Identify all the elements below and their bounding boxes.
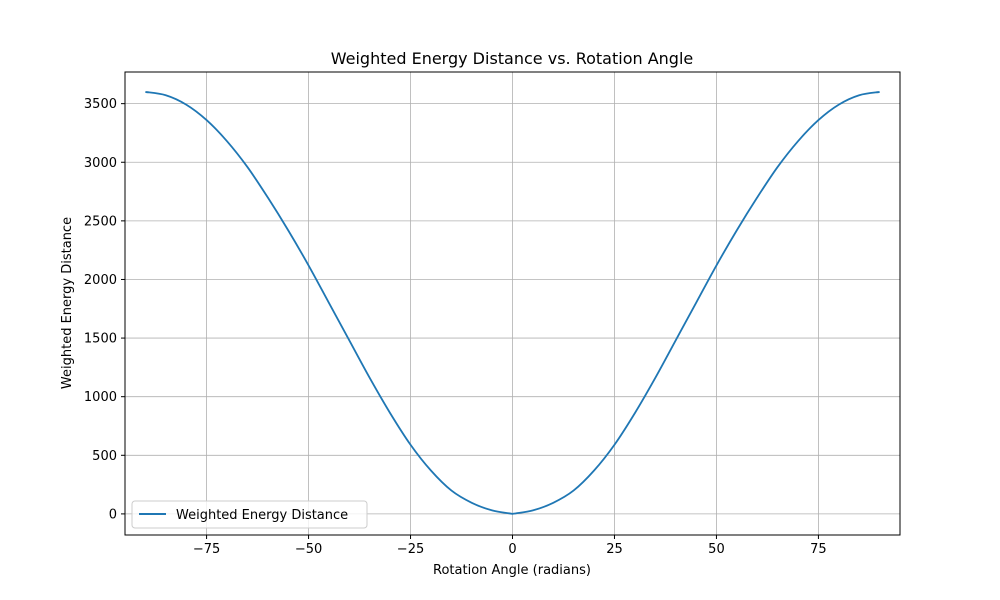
y-tick-label: 0: [109, 507, 117, 522]
y-tick-label: 2000: [84, 273, 117, 288]
y-tick-label: 3500: [84, 97, 117, 112]
y-tick-label: 500: [92, 449, 117, 464]
series-group: [145, 91, 880, 515]
x-tick-label: 75: [810, 542, 827, 557]
x-tick-label: 25: [606, 542, 623, 557]
y-tick-label: 1000: [84, 390, 117, 405]
x-tick-label: −75: [193, 542, 220, 557]
x-tick-label: −25: [397, 542, 424, 557]
x-tick-label: 50: [708, 542, 725, 557]
y-axis-label: Weighted Energy Distance: [60, 217, 75, 389]
x-axis-label: Rotation Angle (radians): [433, 563, 591, 578]
legend-box: [131, 500, 368, 529]
x-tick-label: −50: [295, 542, 322, 557]
series-line: [145, 91, 880, 515]
y-tick-label: 2500: [84, 214, 117, 229]
y-axis-ticks: 0 500 1000 1500 2000 2500 3000 3500: [84, 97, 125, 522]
x-axis-ticks: −75 −50 −25 0 25 50 75: [193, 535, 827, 557]
x-tick-label: 0: [508, 542, 516, 557]
y-tick-label: 3000: [84, 156, 117, 171]
legend-label: Weighted Energy Distance: [176, 508, 348, 523]
y-tick-label: 1500: [84, 332, 117, 347]
chart-title: Weighted Energy Distance vs. Rotation An…: [331, 49, 693, 68]
legend: Weighted Energy Distance: [131, 500, 368, 529]
